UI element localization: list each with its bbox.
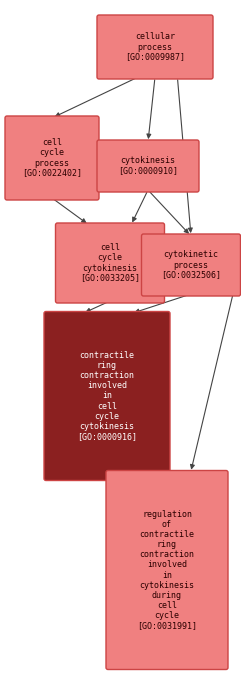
Text: cellular
process
[GO:0009987]: cellular process [GO:0009987]	[125, 32, 185, 61]
FancyBboxPatch shape	[106, 470, 228, 669]
FancyBboxPatch shape	[141, 234, 241, 296]
FancyBboxPatch shape	[97, 15, 213, 79]
Text: cytokinesis
[GO:0000910]: cytokinesis [GO:0000910]	[118, 156, 178, 175]
FancyBboxPatch shape	[44, 311, 170, 480]
FancyBboxPatch shape	[5, 116, 99, 200]
FancyBboxPatch shape	[97, 140, 199, 192]
Text: regulation
of
contractile
ring
contraction
involved
in
cytokinesis
during
cell
c: regulation of contractile ring contracti…	[137, 510, 197, 630]
Text: cytokinetic
process
[GO:0032506]: cytokinetic process [GO:0032506]	[161, 251, 221, 280]
FancyBboxPatch shape	[55, 223, 165, 303]
Text: cell
cycle
cytokinesis
[GO:0033205]: cell cycle cytokinesis [GO:0033205]	[80, 244, 140, 283]
Text: contractile
ring
contraction
involved
in
cell
cycle
cytokinesis
[GO:0000916]: contractile ring contraction involved in…	[77, 351, 137, 440]
Text: cell
cycle
process
[GO:0022402]: cell cycle process [GO:0022402]	[22, 138, 82, 177]
